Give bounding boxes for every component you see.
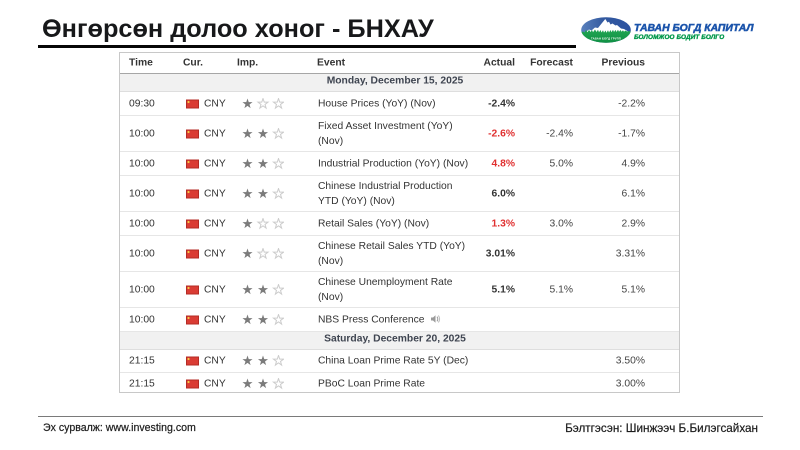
- svg-text:ТАВАН БОГД ГРУПП: ТАВАН БОГД ГРУПП: [591, 37, 621, 41]
